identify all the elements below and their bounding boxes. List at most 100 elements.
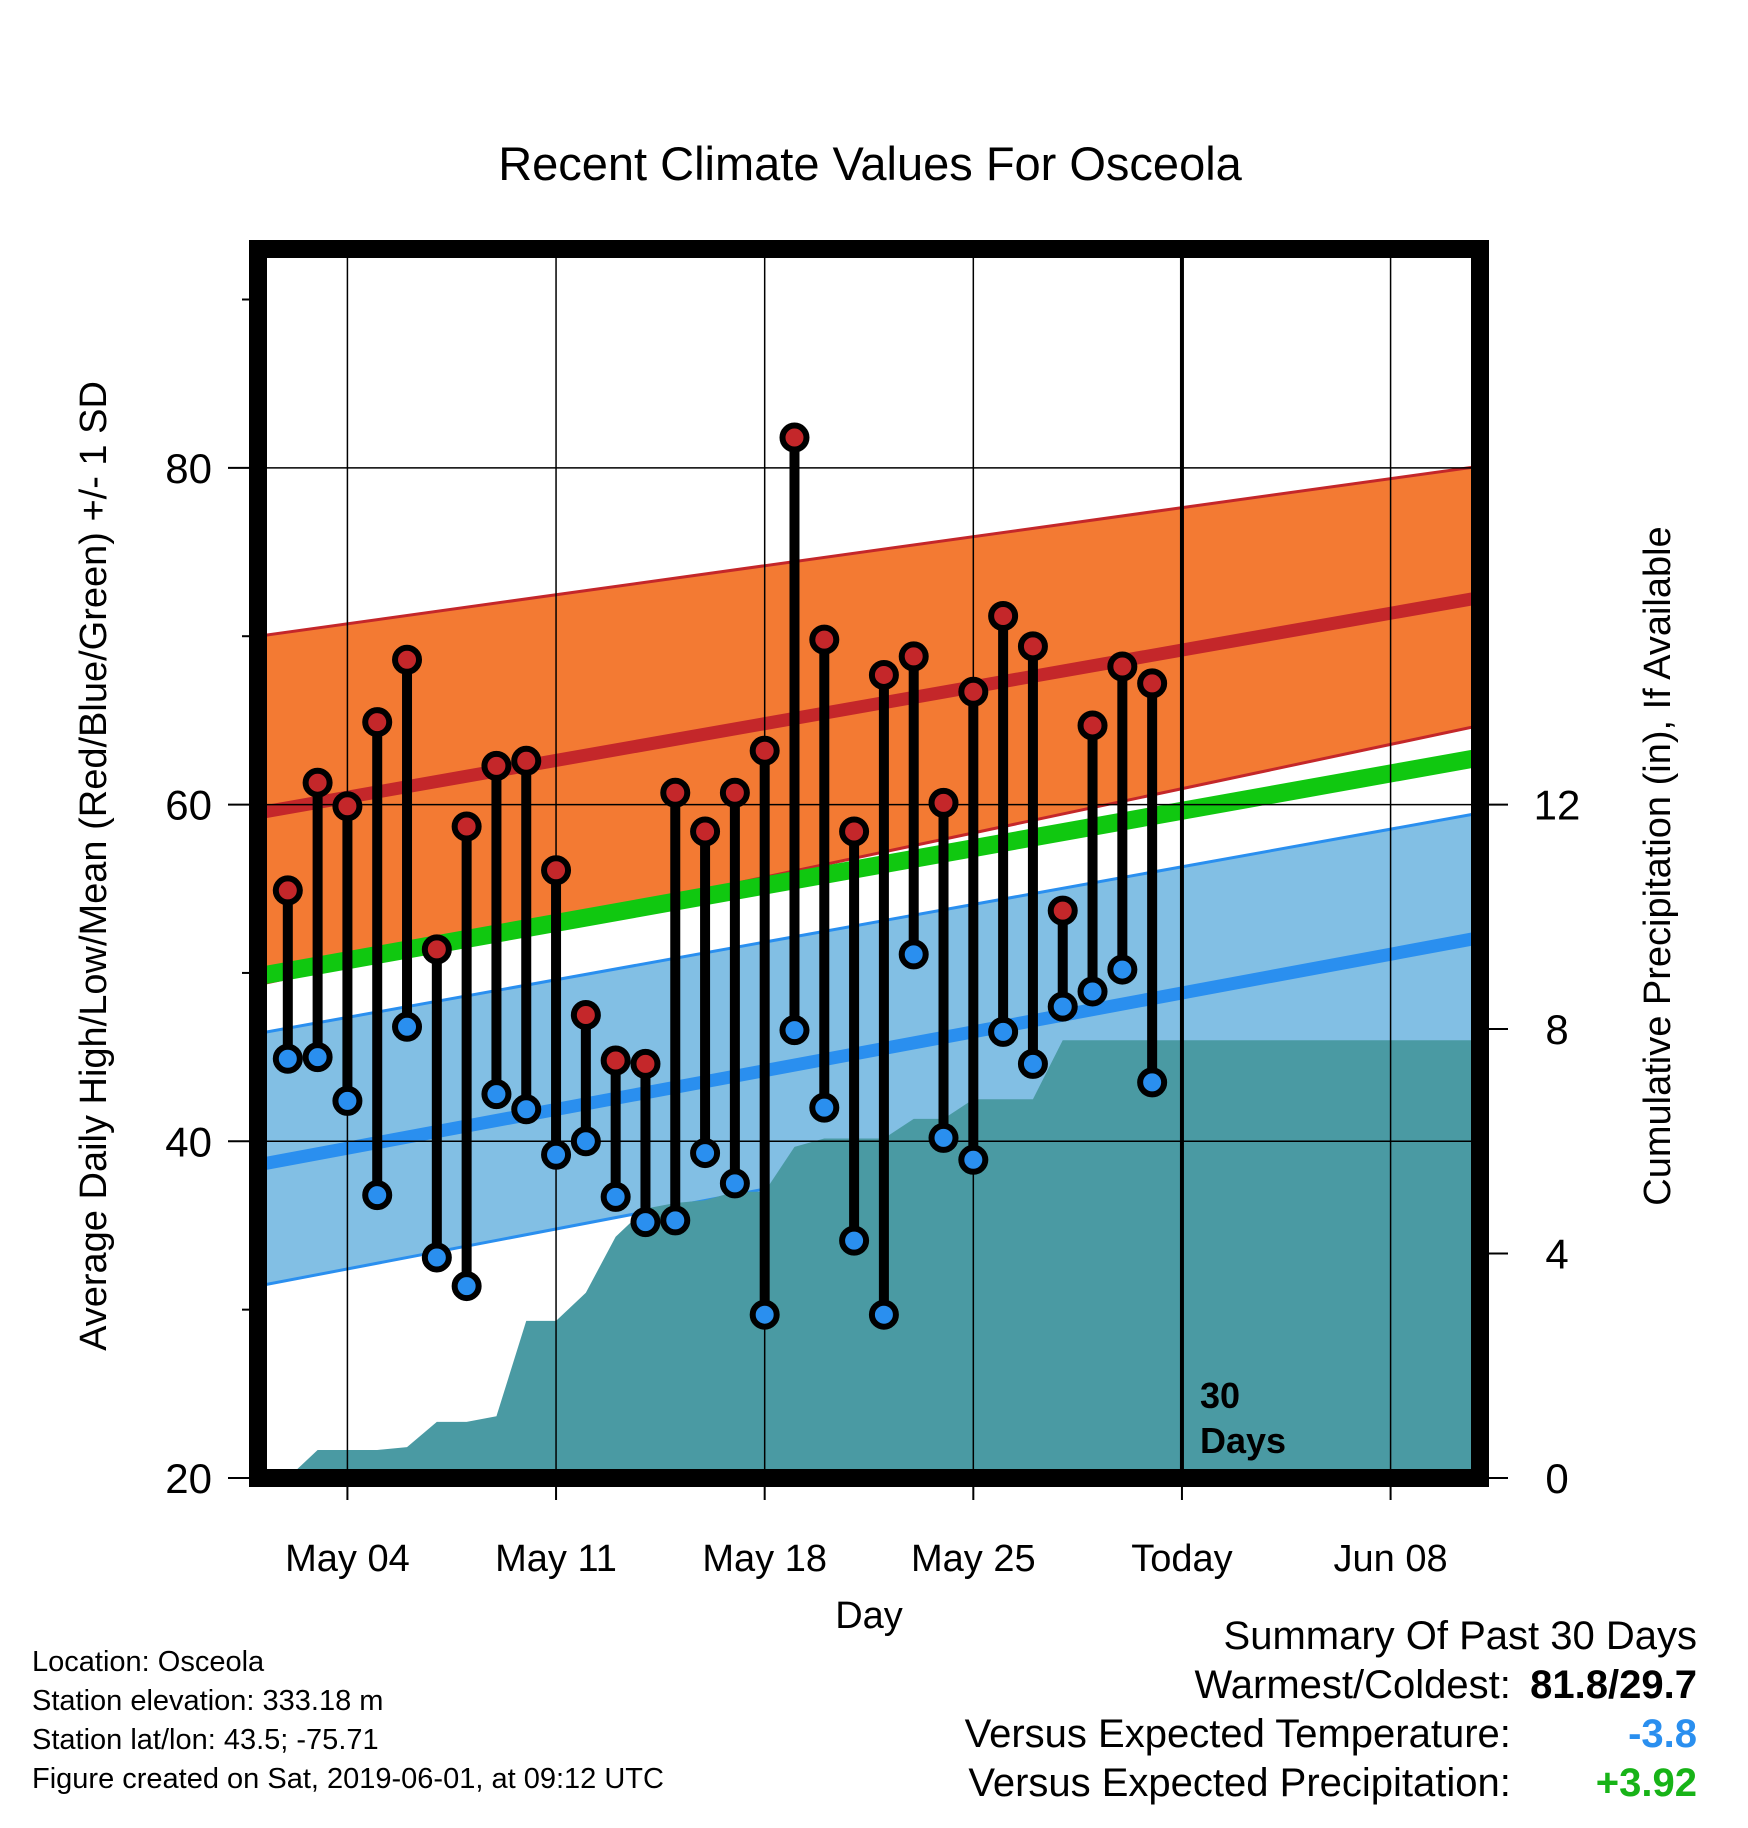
daily-high-point (362, 707, 393, 738)
daily-low-point (481, 1079, 512, 1110)
x-tick-label: May 25 (911, 1538, 1036, 1580)
daily-low-point (511, 1094, 542, 1125)
station-info: Location: Osceola Station elevation: 333… (32, 1643, 664, 1799)
warmest-coldest-value: 81.8/29.7 (1530, 1663, 1697, 1707)
daily-low-point (362, 1180, 393, 1211)
summary-warmest-row: Warmest/Coldest: 81.8/29.7 (965, 1661, 1698, 1710)
daily-low-point (660, 1205, 691, 1236)
daily-high-point (779, 422, 810, 453)
warmest-coldest-label: Warmest/Coldest: (1194, 1663, 1511, 1707)
figure-created: Figure created on Sat, 2019-06-01, at 09… (32, 1763, 664, 1795)
daily-high-point (749, 735, 780, 766)
summary-temp-row: Versus Expected Temperature: -3.8 (965, 1710, 1697, 1759)
daily-low-point (1137, 1067, 1168, 1098)
temp-departure-value: -3.8 (1628, 1712, 1697, 1756)
summary-precip-row: Versus Expected Precipitation: +3.92 (965, 1759, 1697, 1808)
y-tick-label: 20 (165, 1455, 212, 1502)
daily-low-point (958, 1144, 989, 1175)
normal-high-line (258, 591, 1480, 820)
daily-high-point (928, 787, 959, 818)
daily-high-point (958, 676, 989, 707)
y2-tick-label: 12 (1534, 782, 1581, 829)
station-elevation: Station elevation: 333.18 m (32, 1685, 384, 1717)
daily-high-point (272, 875, 303, 906)
daily-low-point (749, 1299, 780, 1330)
precipitation-area (258, 1040, 1480, 1478)
daily-low-point (570, 1126, 601, 1157)
x-tick-label: Jun 08 (1334, 1538, 1448, 1580)
daily-high-point (332, 791, 363, 822)
daily-high-point (392, 644, 423, 675)
today-window-number: 30 (1200, 1375, 1240, 1416)
station-location: Location: Osceola (32, 1646, 265, 1678)
daily-high-point (1047, 895, 1078, 926)
daily-high-point (600, 1045, 631, 1076)
x-tick-label: May 18 (702, 1538, 827, 1580)
x-axis-label: Day (835, 1595, 903, 1637)
daily-low-point (928, 1122, 959, 1153)
high-sd-band-upper-edge (258, 464, 1480, 638)
daily-low-point (451, 1271, 482, 1302)
daily-low-point (1107, 954, 1138, 985)
daily-low-point (421, 1242, 452, 1273)
temp-departure-label: Versus Expected Temperature: (964, 1712, 1511, 1756)
daily-high-point (809, 624, 840, 655)
daily-high-point (481, 750, 512, 781)
daily-high-point (1077, 710, 1108, 741)
daily-low-point (690, 1138, 721, 1169)
daily-high-point (630, 1048, 661, 1079)
daily-low-point (1077, 976, 1108, 1007)
daily-high-point (719, 777, 750, 808)
daily-low-point (809, 1092, 840, 1123)
daily-high-point (451, 811, 482, 842)
y2-tick-label: 8 (1545, 1006, 1568, 1053)
daily-high-point (1017, 631, 1048, 662)
y-tick-label: 40 (165, 1118, 212, 1165)
daily-low-point (988, 1016, 1019, 1047)
today-window-days: Days (1200, 1420, 1286, 1461)
daily-high-point (839, 816, 870, 847)
daily-low-point (600, 1181, 631, 1212)
summary-title: Summary Of Past 30 Days (1223, 1614, 1697, 1658)
daily-low-point (392, 1011, 423, 1042)
plot-frame (249, 240, 1489, 1487)
daily-high-point (690, 816, 721, 847)
y-tick-label: 80 (165, 445, 212, 492)
y2-tick-label: 4 (1545, 1231, 1568, 1278)
daily-high-point (511, 745, 542, 776)
daily-low-point (898, 939, 929, 970)
daily-low-point (1017, 1048, 1048, 1079)
x-tick-label: May 04 (285, 1538, 410, 1580)
daily-low-point (272, 1043, 303, 1074)
precip-departure-value: +3.92 (1595, 1761, 1697, 1805)
precip-departure-label: Versus Expected Precipitation: (968, 1761, 1511, 1805)
station-latlon: Station lat/lon: 43.5; -75.71 (32, 1724, 379, 1756)
daily-low-point (779, 1015, 810, 1046)
high-sd-band (258, 466, 1480, 985)
y2-axis-label: Cumulative Precipitation (in), If Availa… (1637, 526, 1679, 1205)
daily-low-point (302, 1042, 333, 1073)
daily-low-point (719, 1168, 750, 1199)
x-tick-label: Today (1131, 1538, 1232, 1580)
y2-tick-label: 0 (1545, 1455, 1568, 1502)
daily-high-point (541, 855, 572, 886)
daily-high-point (868, 659, 899, 690)
daily-high-point (898, 641, 929, 672)
daily-high-point (421, 934, 452, 965)
daily-high-point (1107, 651, 1138, 682)
daily-low-point (541, 1139, 572, 1170)
daily-low-point (1047, 991, 1078, 1022)
daily-low-point (868, 1299, 899, 1330)
daily-high-point (988, 601, 1019, 632)
y-axis-label: Average Daily High/Low/Mean (Red/Blue/Gr… (73, 381, 115, 1351)
daily-high-point (302, 767, 333, 798)
daily-low-point (332, 1085, 363, 1116)
daily-high-point (570, 1000, 601, 1031)
summary-panel: Summary Of Past 30 Days Warmest/Coldest:… (965, 1612, 1697, 1808)
daily-high-point (660, 777, 691, 808)
y-tick-label: 60 (165, 782, 212, 829)
chart-title: Recent Climate Values For Osceola (498, 137, 1242, 190)
daily-low-point (839, 1225, 870, 1256)
daily-high-point (1137, 668, 1168, 699)
